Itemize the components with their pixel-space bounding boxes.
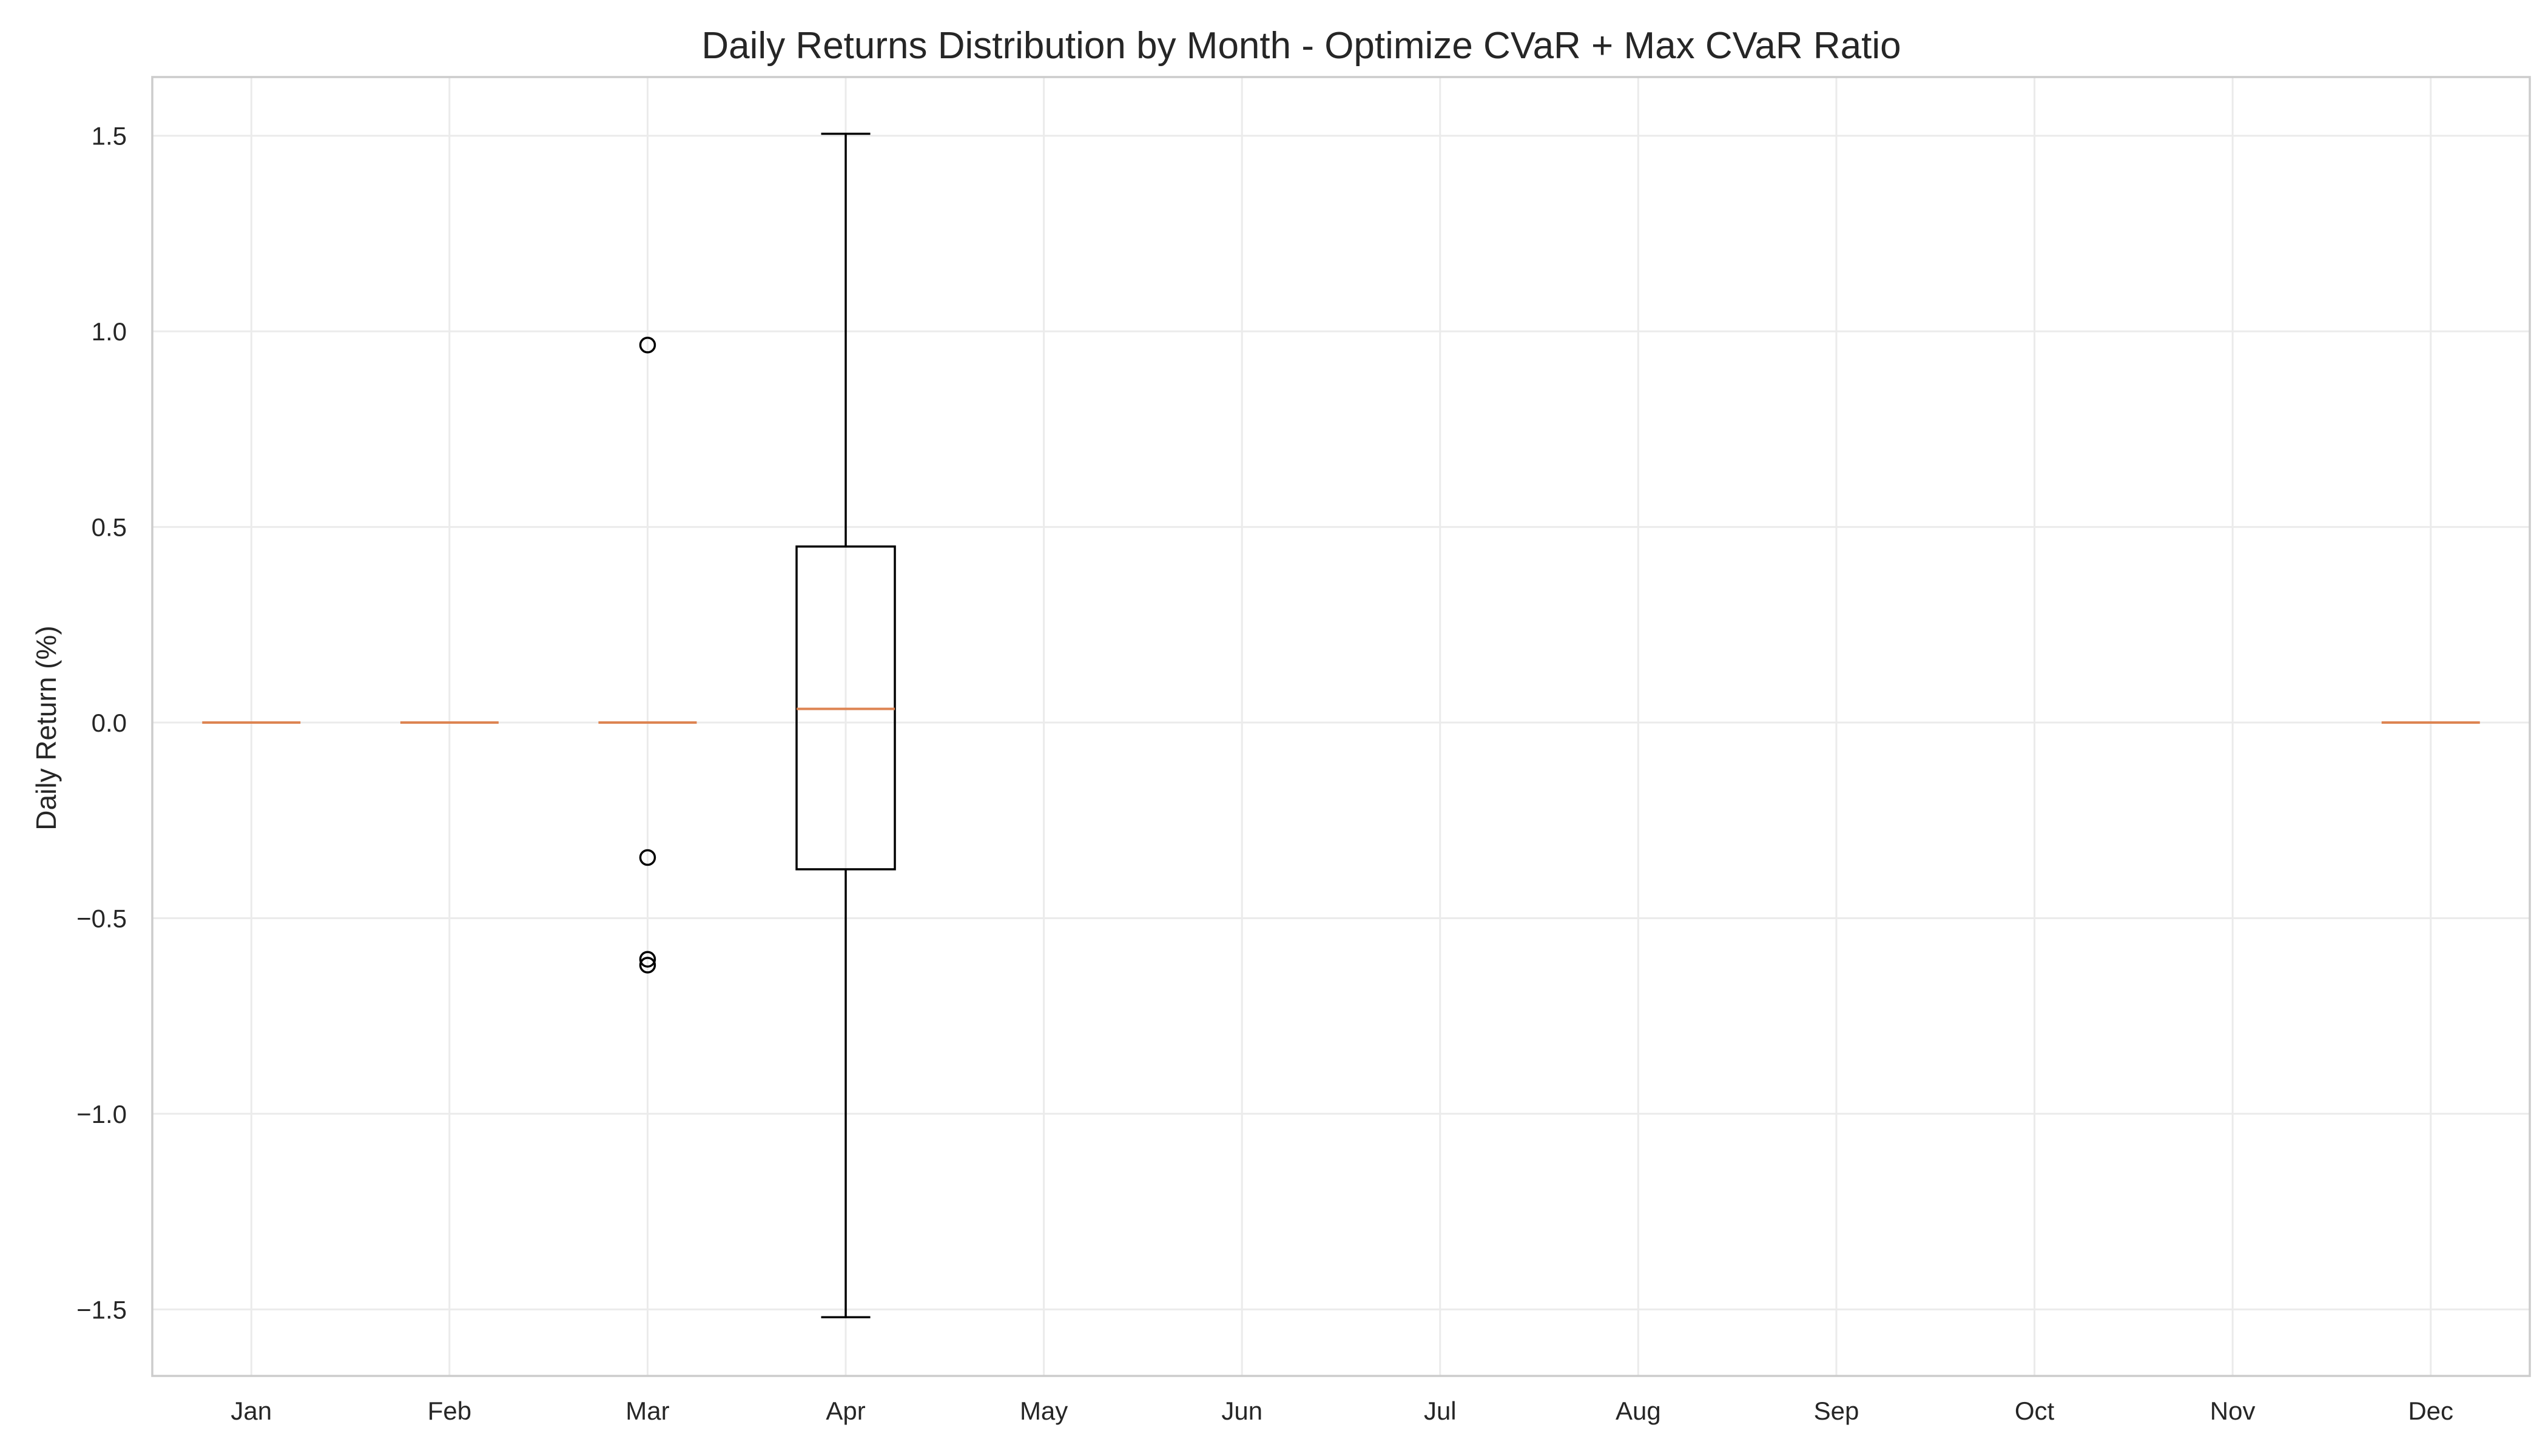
box-layer — [202, 132, 2480, 1319]
outlier-point — [639, 957, 656, 974]
x-tick-label-feb: Feb — [428, 1397, 471, 1425]
x-tick-label-nov: Nov — [2210, 1397, 2256, 1425]
x-tick-label-sep: Sep — [1814, 1397, 1859, 1425]
outlier-point — [639, 336, 656, 354]
chart-title: Daily Returns Distribution by Month - Op… — [701, 25, 1901, 67]
x-tick-label-aug: Aug — [1616, 1397, 1661, 1425]
y-tick-label: 1.0 — [92, 317, 127, 346]
y-tick-label: 0.5 — [92, 513, 127, 542]
y-axis-label: Daily Return (%) — [30, 625, 62, 830]
y-tick-label: 1.5 — [92, 122, 127, 150]
x-tick-label-mar: Mar — [625, 1397, 669, 1425]
plot-frame — [151, 76, 2531, 1377]
x-tick-label-apr: Apr — [826, 1397, 865, 1425]
outlier-point — [639, 951, 656, 968]
x-tick-label-dec: Dec — [2408, 1397, 2453, 1425]
x-tick-label-oct: Oct — [2015, 1397, 2055, 1425]
y-tick-label: −0.5 — [76, 904, 127, 932]
y-tick-label: 0.0 — [92, 709, 127, 737]
y-tick-label: −1.0 — [76, 1100, 127, 1128]
tick-layer: −1.5 −1.0 −0.5 0.0 0.5 1.0 1.5 Jan Feb Mar Apr May J… — [76, 122, 2453, 1425]
x-tick-label-may: May — [1020, 1397, 1068, 1425]
x-tick-label-jan: Jan — [231, 1397, 272, 1425]
outlier-point — [639, 849, 656, 866]
box-apr — [795, 132, 896, 1319]
box-mar — [598, 336, 697, 974]
x-tick-label-jul: Jul — [1424, 1397, 1457, 1425]
x-tick-label-jun: Jun — [1221, 1397, 1262, 1425]
y-tick-label: −1.5 — [76, 1295, 127, 1324]
